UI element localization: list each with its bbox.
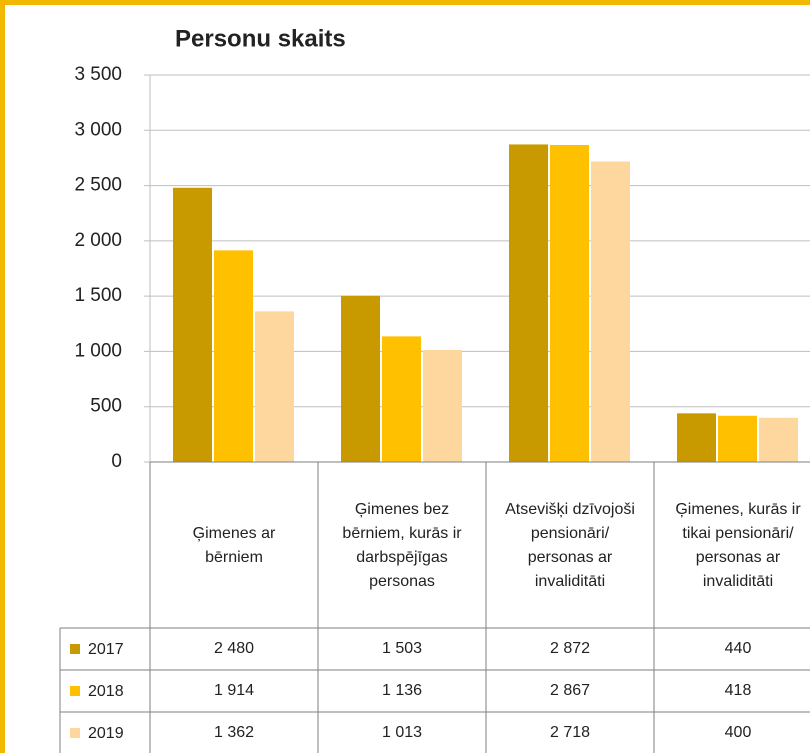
bar (423, 349, 462, 462)
bar (255, 311, 294, 462)
y-tick-label: 500 (90, 396, 122, 417)
legend-swatch (70, 728, 80, 738)
table-value: 1 136 (381, 682, 423, 699)
table-value: 418 (724, 682, 752, 699)
legend-label: 2019 (88, 725, 124, 742)
legend-label: 2018 (88, 683, 124, 700)
bar (759, 417, 798, 462)
table-value: 2 718 (549, 724, 591, 741)
table-value: 2 480 (213, 640, 255, 657)
y-tick-label: 2 500 (74, 175, 122, 196)
bar (173, 187, 212, 463)
table-value: 400 (724, 724, 752, 741)
legend-swatch (70, 644, 80, 654)
y-tick-label: 1 500 (74, 285, 122, 306)
bar (591, 161, 630, 462)
category-label: Ģimenes ar bērniem (192, 525, 276, 566)
legend-swatch (70, 686, 80, 696)
legend-label: 2017 (88, 641, 124, 658)
bar (550, 144, 589, 463)
category-label: Atsevišķi dzīvojoši pensionāri/ personas… (505, 501, 635, 590)
bar (509, 144, 548, 463)
table-value: 1 013 (381, 724, 423, 741)
table-value: 440 (724, 640, 752, 657)
bar (214, 250, 253, 462)
table-value: 2 872 (549, 640, 591, 657)
bar (677, 413, 716, 462)
chart-title: Personu skaits (175, 25, 346, 52)
y-tick-label: 2 000 (74, 230, 122, 251)
y-tick-label: 3 000 (74, 119, 122, 140)
bar (718, 415, 757, 462)
table-value: 1 503 (381, 640, 423, 657)
y-tick-label: 1 000 (74, 340, 122, 361)
table-value: 1 914 (213, 682, 255, 699)
table-value: 1 362 (213, 724, 255, 741)
y-tick-label: 3 500 (74, 64, 122, 85)
bar (382, 336, 421, 462)
category-label: Ģimenes bez bērniem, kurās ir darbspējīg… (342, 501, 462, 590)
y-tick-label: 0 (111, 451, 122, 472)
bar (341, 295, 380, 462)
table-value: 2 867 (549, 682, 591, 699)
category-label: Ģimenes, kurās ir tikai pensionāri/ pers… (675, 501, 801, 590)
